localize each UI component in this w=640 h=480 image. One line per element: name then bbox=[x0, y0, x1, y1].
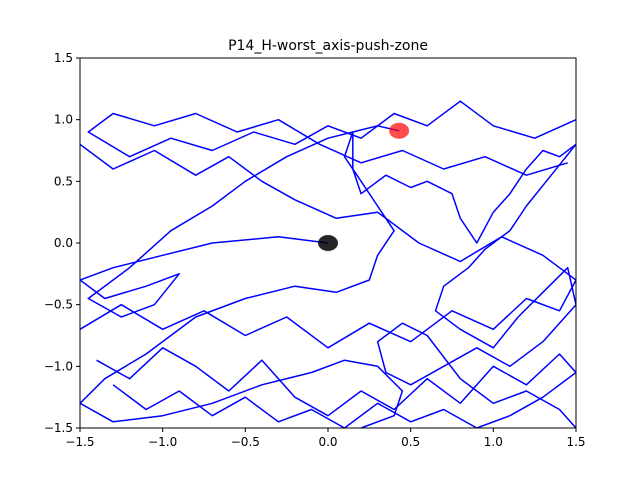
y-tick-label: 0.5 bbox=[54, 174, 73, 188]
marker-layer bbox=[318, 122, 410, 251]
trajectory-line-1 bbox=[80, 131, 404, 428]
y-tick-label: 1.0 bbox=[54, 113, 73, 127]
trajectory-line-3 bbox=[80, 143, 576, 349]
x-axis: −1.5 −1.0 −0.5 0.0 0.5 1.0 1.5 bbox=[65, 428, 586, 449]
x-tick-label: 1.5 bbox=[566, 435, 585, 449]
y-tick-label: −0.5 bbox=[44, 298, 73, 312]
trajectory-line-4 bbox=[87, 100, 576, 176]
x-tick-label: 1.0 bbox=[484, 435, 503, 449]
x-tick-label: −0.5 bbox=[231, 435, 260, 449]
y-tick-label: −1.0 bbox=[44, 359, 73, 373]
trajectory-line-5 bbox=[96, 347, 576, 428]
trajectory-line-2 bbox=[352, 125, 576, 428]
y-tick-label: 1.5 bbox=[54, 51, 73, 65]
x-tick-label: −1.5 bbox=[65, 435, 94, 449]
y-axis: −1.5 −1.0 −0.5 0.0 0.5 1.0 1.5 bbox=[44, 51, 80, 435]
plot-area bbox=[80, 100, 576, 428]
x-tick-label: −1.0 bbox=[148, 435, 177, 449]
x-tick-label: 0.5 bbox=[401, 435, 420, 449]
y-tick-label: 0.0 bbox=[54, 236, 73, 250]
start-marker bbox=[318, 235, 338, 251]
chart-title: P14_H-worst_axis-push-zone bbox=[228, 38, 428, 54]
x-tick-label: 0.0 bbox=[318, 435, 337, 449]
goal-marker bbox=[389, 122, 410, 139]
y-tick-label: −1.5 bbox=[44, 421, 73, 435]
